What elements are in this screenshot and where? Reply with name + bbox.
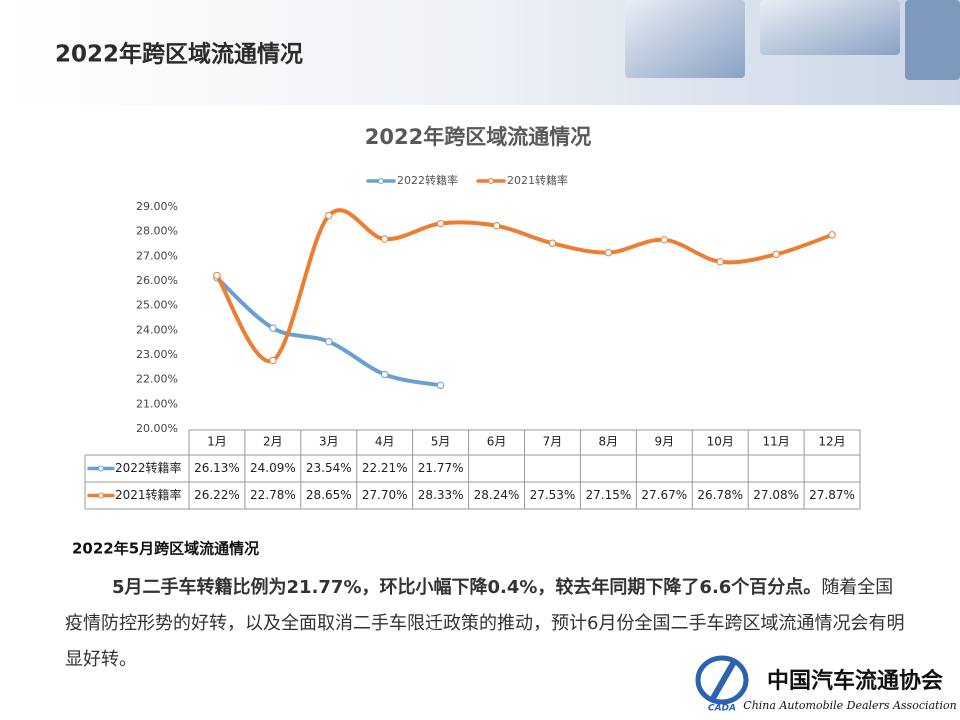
table-swatch-marker <box>98 465 104 472</box>
table-value: 27.67% <box>641 488 687 502</box>
legend-label: 2021转籍率 <box>507 173 568 187</box>
table-value: 28.33% <box>418 488 464 502</box>
table-value: 26.78% <box>697 488 743 502</box>
x-tick-label: 3月 <box>319 435 339 449</box>
table-value: 27.70% <box>362 488 408 502</box>
x-tick-label: 6月 <box>487 435 507 449</box>
y-tick-label: 27.00% <box>136 249 178 262</box>
x-tick-label: 7月 <box>543 435 563 449</box>
section-heading: 2022年5月跨区域流通情况 <box>72 540 259 558</box>
data-point <box>604 248 613 257</box>
data-point <box>436 219 445 228</box>
table-row-label: 2021转籍率 <box>115 487 182 502</box>
y-tick-label: 21.00% <box>136 397 178 410</box>
x-tick-label: 8月 <box>599 435 619 449</box>
table-value: 26.13% <box>194 461 240 475</box>
data-point <box>325 211 333 220</box>
data-point <box>548 239 557 247</box>
data-point <box>772 250 780 259</box>
data-point <box>716 258 724 266</box>
paragraph: 5月二手车转籍比例为21.77%，环比小幅下降0.4%，较去年同期下降了6.6个… <box>65 570 905 678</box>
table-value: 22.21% <box>362 461 408 475</box>
y-tick-label: 26.00% <box>136 274 178 287</box>
table-value: 24.09% <box>250 461 296 475</box>
paragraph-text: 随着全国疫情防控形势的好转，以及全面取消二手车限迁政策的推动，预计6月份全国二手… <box>65 577 905 670</box>
data-point <box>436 381 445 390</box>
logo-name: 中国汽车流通协会 <box>767 668 943 694</box>
table-value: 27.08% <box>753 488 799 502</box>
legend-label: 2022转籍率 <box>397 173 458 187</box>
decor-cube <box>905 0 960 80</box>
y-tick-label: 25.00% <box>136 299 178 312</box>
x-tick-label: 1月 <box>207 435 227 449</box>
y-tick-label: 24.00% <box>136 323 178 336</box>
logo: CADA 中国汽车流通协会 China Automobile Dealers A… <box>695 655 957 714</box>
logo-icon <box>709 658 738 702</box>
table-row-label: 2022转籍率 <box>115 460 182 475</box>
data-point <box>381 235 389 243</box>
x-tick-label: 9月 <box>654 435 674 449</box>
y-tick-label: 22.00% <box>136 373 178 386</box>
table-value: 28.65% <box>306 488 352 502</box>
logo-english: China Automobile Dealers Association <box>743 699 956 712</box>
table-swatch-marker <box>98 492 104 499</box>
y-tick-label: 28.00% <box>136 225 178 238</box>
y-tick-label: 29.00% <box>136 200 178 213</box>
table-value: 21.77% <box>418 461 464 475</box>
data-point <box>269 324 277 332</box>
table-value: 23.54% <box>306 461 352 475</box>
decor-cube <box>760 0 900 55</box>
table-value: 27.53% <box>530 488 576 502</box>
legend-marker <box>488 178 494 184</box>
paragraph-bold: 5月二手车转籍比例为21.77%，环比小幅下降0.4%，较去年同期下降了6.6个… <box>112 577 822 598</box>
table-value: 22.78% <box>250 488 296 502</box>
data-point <box>492 222 501 230</box>
logo-mark: CADA <box>708 704 736 714</box>
x-tick-label: 4月 <box>375 435 395 449</box>
chart-title: 2022年跨区域流通情况 <box>365 125 591 149</box>
data-point <box>325 337 333 346</box>
table-value: 28.24% <box>474 488 520 502</box>
data-point <box>381 370 389 379</box>
y-tick-label: 20.00% <box>136 422 178 435</box>
header-title: 2022年跨区域流通情况 <box>55 41 303 68</box>
x-tick-label: 5月 <box>431 435 451 449</box>
series-line <box>214 275 443 388</box>
x-tick-label: 10月 <box>707 435 734 449</box>
data-point <box>660 236 668 244</box>
table-value: 27.87% <box>809 488 855 502</box>
x-tick-label: 11月 <box>762 435 789 449</box>
logo-icon <box>695 655 749 705</box>
y-tick-label: 23.00% <box>136 348 178 361</box>
data-point <box>269 356 277 365</box>
legend-marker <box>378 178 384 184</box>
data-point <box>828 231 836 239</box>
table-value: 27.15% <box>585 488 631 502</box>
x-tick-label: 2月 <box>263 435 283 449</box>
table-value: 26.22% <box>194 488 240 502</box>
decor-cube <box>625 0 745 78</box>
data-point <box>213 271 221 280</box>
x-tick-label: 12月 <box>818 435 845 449</box>
